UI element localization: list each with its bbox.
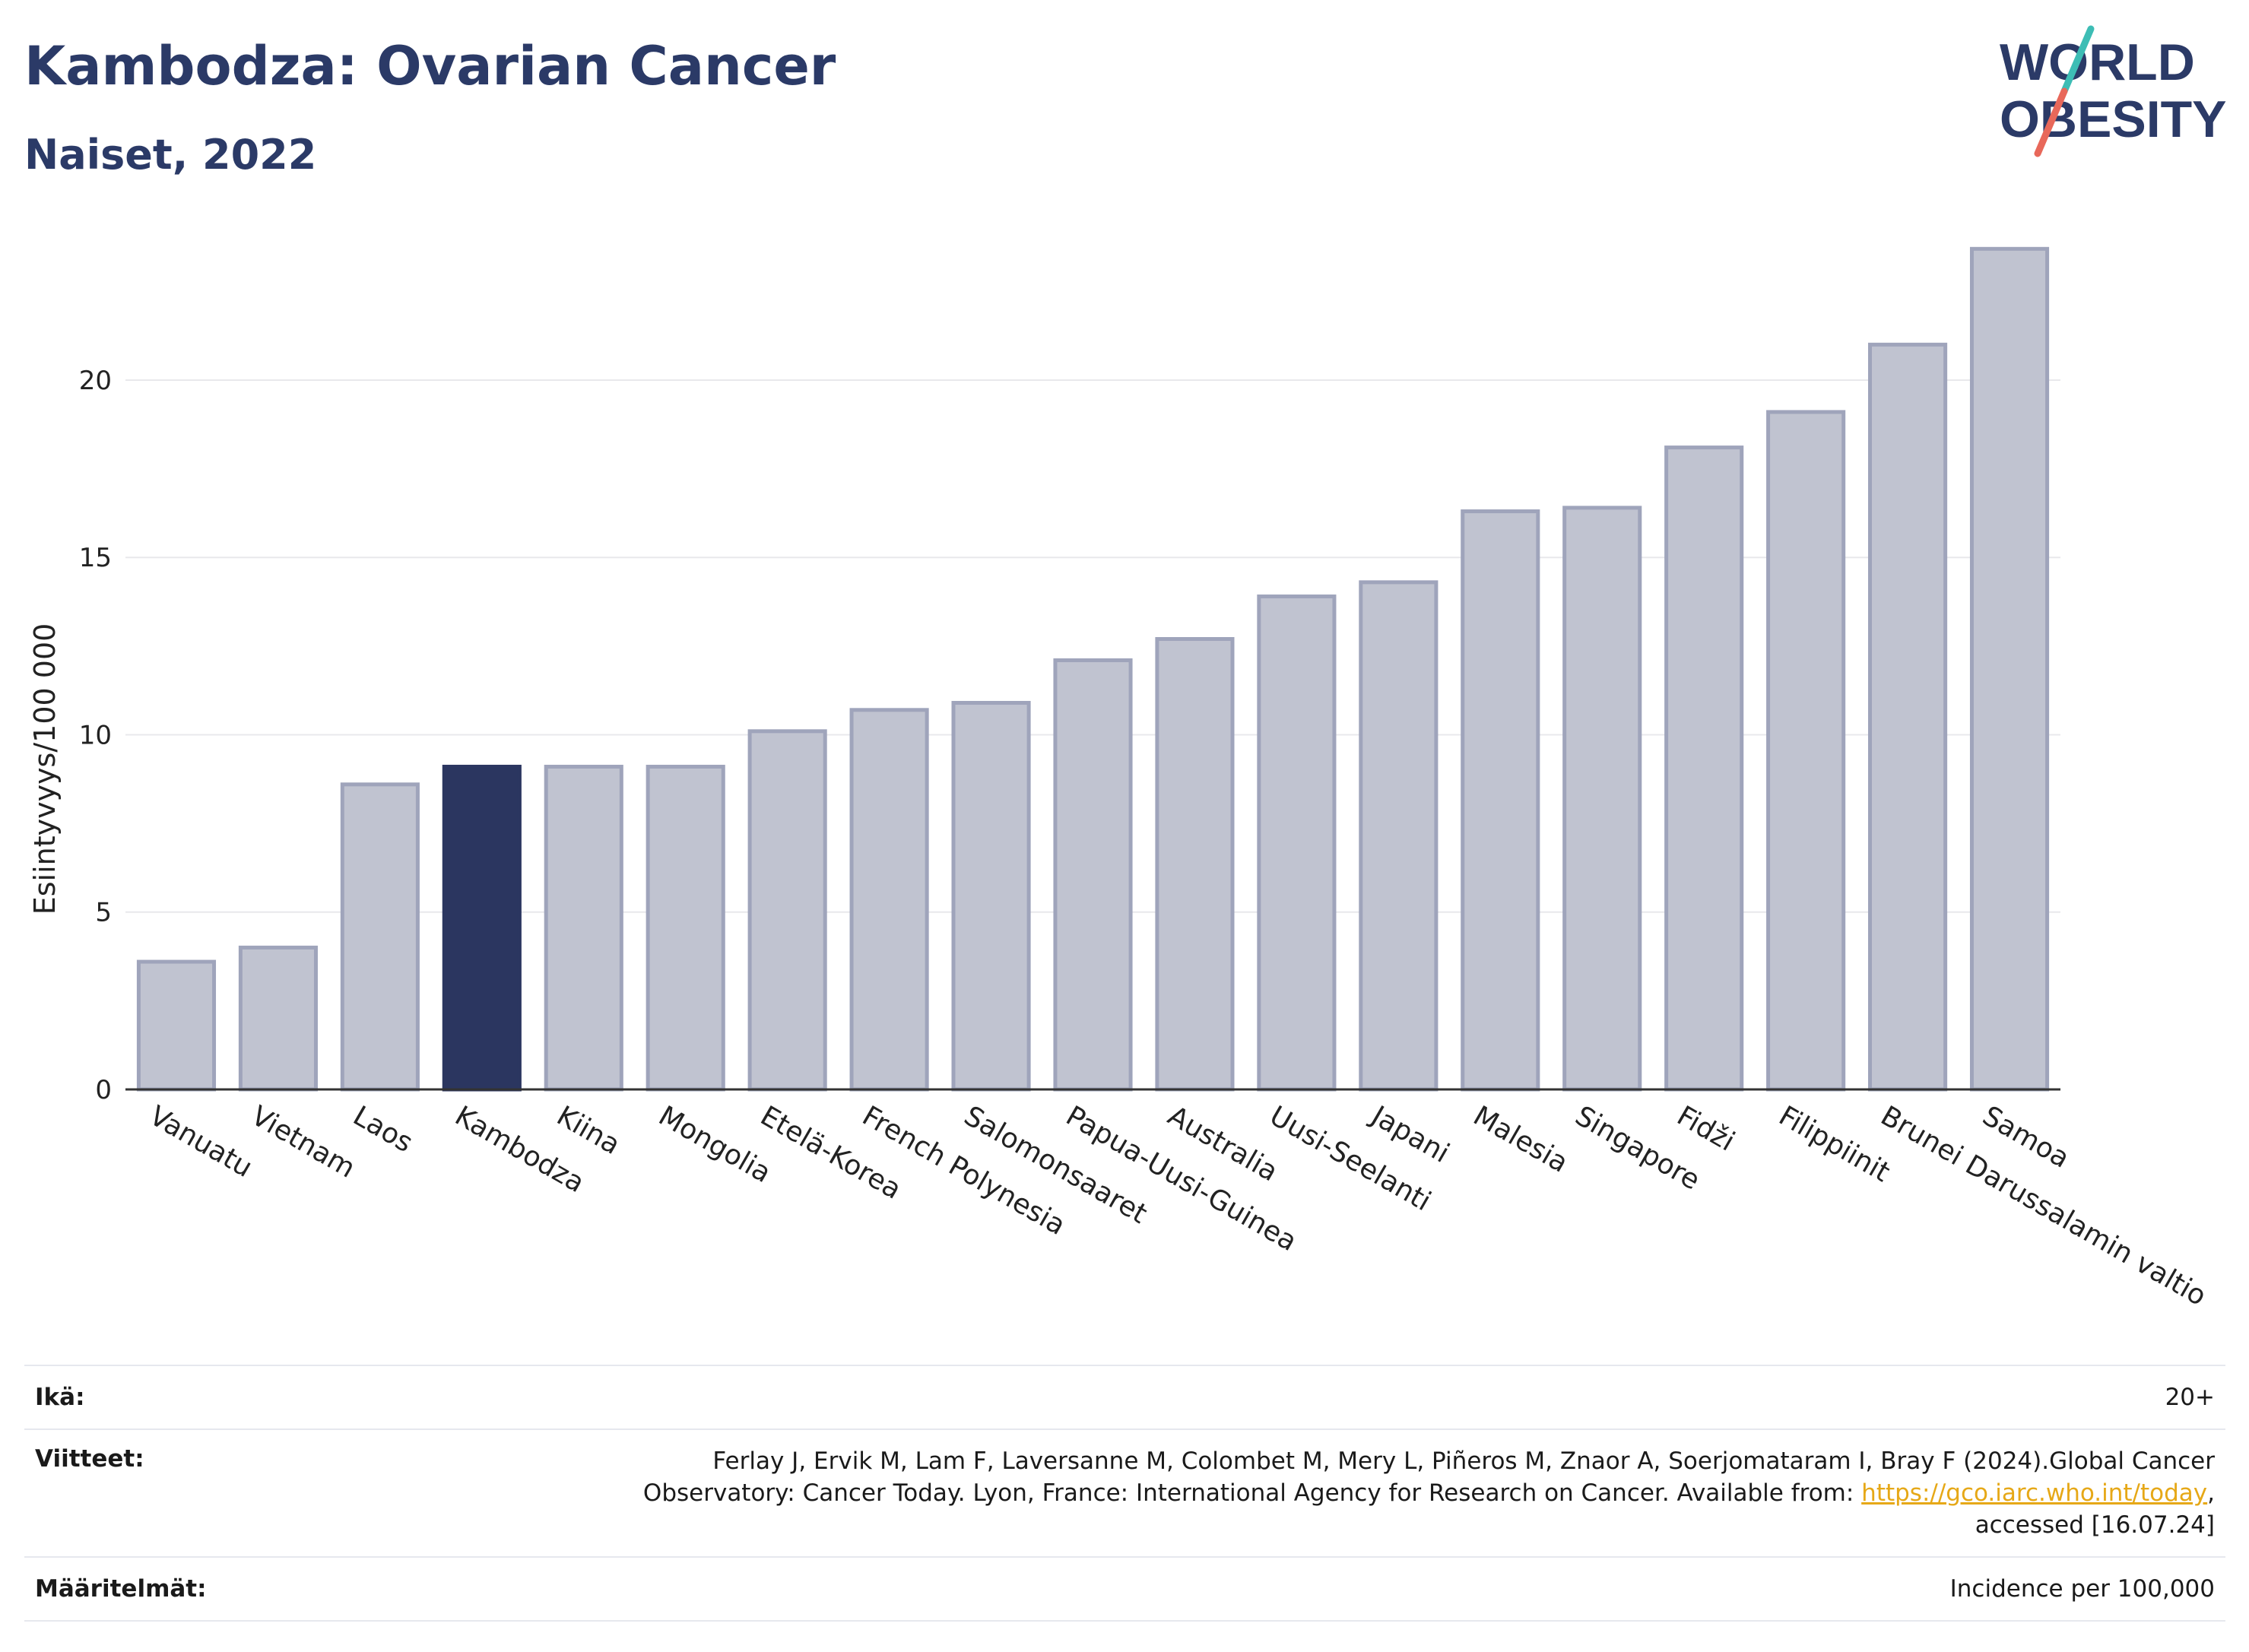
bar-kambodza — [442, 764, 522, 1092]
references-label: Viitteet: — [35, 1445, 144, 1473]
bar-chart: 0 5 10 15 20 Esiintyvyys/100 000 VanuatuVietna… — [28, 246, 2211, 1312]
references-text: Ferlay J, Ervik M, Lam F, Laversanne M, … — [642, 1447, 2215, 1507]
chart-subtitle: Naiset, 2022 — [24, 131, 317, 179]
x-tick-label: Vietnam — [246, 1100, 360, 1184]
bar-vietnam — [238, 945, 318, 1092]
info-row-age: Ikä: 20+ — [24, 1365, 2225, 1428]
x-tick-label: Laos — [347, 1100, 417, 1159]
bar-papua-uusi-guinea — [1053, 658, 1133, 1092]
bar-french-polynesia — [849, 708, 929, 1092]
y-tick-label: 15 — [79, 543, 112, 573]
age-value: 20+ — [2165, 1384, 2215, 1411]
bar-brunei-darussalamin-valtio — [1868, 342, 1948, 1092]
bar-malesia — [1461, 509, 1540, 1092]
x-tick-label: Fidži — [1672, 1100, 1740, 1157]
references-tail: , accessed [16.07.24] — [1975, 1479, 2215, 1539]
y-axis-label: Esiintyvyys/100 000 — [28, 623, 62, 915]
references-link[interactable]: https://gco.iarc.who.int/today — [1861, 1479, 2208, 1507]
bar-australia — [1155, 637, 1235, 1092]
bar-uusi-seelanti — [1257, 595, 1337, 1092]
x-tick-label: Filippiinit — [1774, 1100, 1895, 1188]
y-tick-label: 10 — [79, 720, 112, 750]
bar-japani — [1359, 580, 1439, 1092]
x-tick-label: Mongolia — [653, 1100, 776, 1189]
definitions-label: Määritelmät: — [35, 1575, 207, 1603]
info-row-references: Viitteet: Ferlay J, Ervik M, Lam F, Lave… — [24, 1428, 2225, 1556]
chart-title: Kambodza: Ovarian Cancer — [24, 35, 836, 97]
bar-etel-korea — [747, 729, 827, 1092]
bar-samoa — [1969, 246, 2050, 1092]
bar-salomonsaaret — [951, 700, 1031, 1092]
x-tick-label: Malesia — [1468, 1100, 1573, 1179]
info-table: Ikä: 20+ Viitteet: Ferlay J, Ervik M, La… — [24, 1365, 2225, 1622]
bar-laos — [340, 782, 420, 1092]
x-tick-label: Kiina — [551, 1100, 625, 1161]
info-row-definitions: Määritelmät: Incidence per 100,000 — [24, 1556, 2225, 1622]
age-label: Ikä: — [35, 1384, 85, 1411]
bar-filippiinit — [1766, 410, 1846, 1092]
bar-kiina — [544, 764, 623, 1092]
y-tick-label: 20 — [79, 366, 112, 396]
y-tick-label: 0 — [95, 1075, 112, 1105]
definitions-value: Incidence per 100,000 — [1949, 1575, 2215, 1603]
logo-slash-bottom — [2034, 87, 2068, 157]
world-obesity-logo: WORLD OBESITY — [2000, 25, 2227, 157]
references-value: Ferlay J, Ervik M, Lam F, Laversanne M, … — [618, 1445, 2225, 1541]
logo-text-obesity: OBESITY — [2000, 90, 2227, 148]
bar-mongolia — [646, 764, 725, 1092]
x-tick-label: Vanuatu — [144, 1100, 257, 1184]
y-tick-label: 5 — [95, 898, 112, 928]
bar-fid-i — [1664, 446, 1744, 1092]
bar-vanuatu — [136, 959, 217, 1092]
logo-slash-top — [2060, 25, 2095, 95]
logo-text-world: WORLD — [2000, 33, 2195, 91]
bar-singapore — [1562, 506, 1642, 1092]
